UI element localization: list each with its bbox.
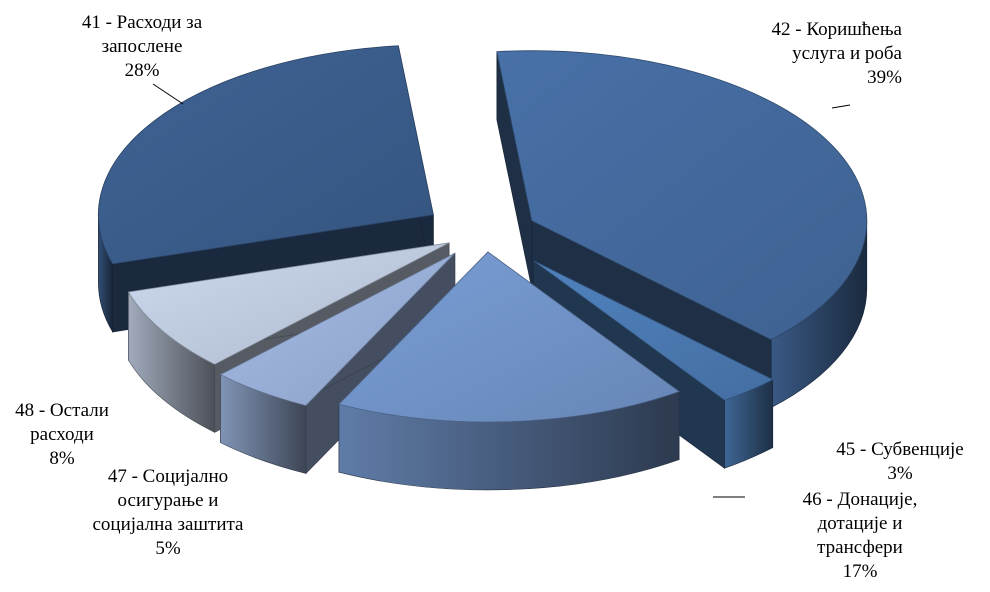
slice-label-1: 45 - Субвенције 3% [836,439,963,484]
slice-label-5: 41 - Расходи за запослене 28% [82,12,203,81]
leader-line-5 [152,83,184,105]
slice-label-1-line-0: 45 - Субвенције [836,439,963,460]
slice-label-5-line-2: 28% [125,60,160,81]
slice-5 [98,45,434,265]
leader-line-0 [831,104,851,109]
slice-label-4-line-0: 48 - Остали [15,400,109,421]
slice-label-3-line-3: 5% [155,538,181,559]
slice-3 [219,252,456,406]
slice-label-2-line-1: дотације и [818,513,903,534]
slice-label-2-line-0: 46 - Донације, [803,489,918,510]
slice-label-0-line-2: 39% [867,67,902,88]
slice-0 [496,50,868,341]
slice-label-3: 47 - Социјално осигурање и социјална зашти… [93,466,245,559]
slice-label-4-line-2: 8% [49,448,75,469]
slice-label-5-line-1: запослене [102,36,183,57]
slice-label-2-line-3: 17% [843,561,878,582]
slice-4 [127,242,450,365]
slice-2 [338,251,680,423]
slice-label-5-line-0: 41 - Расходи за [82,12,203,33]
slice-label-0: 42 - Коришћења услуга и роба 39% [772,19,903,88]
slice-label-4: 48 - Остали расходи 8% [15,400,109,469]
slice-label-1-line-1: 3% [887,463,913,484]
slice-label-0-line-1: услуга и роба [792,43,902,64]
slice-1 [533,260,774,401]
slice-label-0-line-0: 42 - Коришћења [772,19,903,40]
slice-label-2-line-2: трансфери [817,537,903,558]
slice-label-4-line-1: расходи [30,424,94,445]
slice-label-3-line-1: осигурање и [118,490,219,511]
slice-label-3-line-2: социјална заштита [93,514,245,535]
slice-label-3-line-0: 47 - Социјално [108,466,228,487]
slice-label-2: 46 - Донације, дотације и трансфери 17% [803,489,918,582]
